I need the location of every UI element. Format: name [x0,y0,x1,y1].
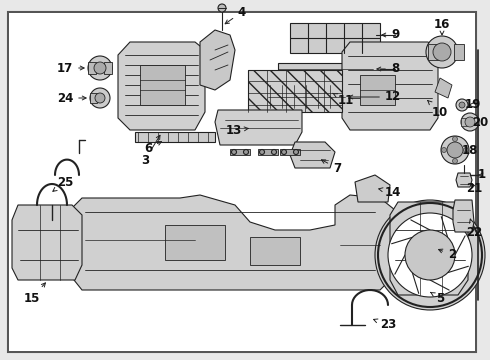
Text: 12: 12 [349,90,401,104]
Bar [135,132,215,142]
Polygon shape [355,175,390,202]
Bar [258,149,278,155]
Polygon shape [453,200,474,232]
Text: 21: 21 [466,181,482,194]
Circle shape [95,93,105,103]
Text: 24: 24 [57,91,86,104]
Text: 14: 14 [379,185,401,198]
Text: 2: 2 [439,248,456,261]
Circle shape [388,213,472,297]
Polygon shape [435,78,452,98]
Bar [428,44,438,60]
Polygon shape [268,85,345,108]
Bar [140,65,185,105]
Circle shape [441,148,446,153]
Text: 10: 10 [428,100,448,118]
Text: 7: 7 [321,160,341,175]
Text: 23: 23 [373,319,396,332]
Bar [461,118,467,126]
Text: 22: 22 [466,219,482,238]
Bar [90,93,97,103]
Text: 9: 9 [382,28,399,41]
Circle shape [459,102,465,108]
Text: 8: 8 [377,63,399,76]
Text: 17: 17 [57,62,84,75]
Circle shape [244,149,248,154]
Bar [290,23,380,53]
Text: 11: 11 [333,93,354,107]
Circle shape [452,136,458,141]
Bar [278,63,373,75]
Bar [360,75,395,105]
Polygon shape [215,110,302,145]
Bar [104,62,112,74]
Text: 13: 13 [226,123,248,136]
Circle shape [465,117,475,127]
Text: 4: 4 [225,5,246,24]
Circle shape [456,99,468,111]
Circle shape [464,148,468,153]
Text: 6: 6 [144,141,162,154]
Bar [280,149,300,155]
Circle shape [405,230,455,280]
Bar [454,44,464,60]
Bar [165,225,225,260]
Circle shape [260,149,265,154]
Text: 18: 18 [462,144,478,157]
Bar [88,62,96,74]
Polygon shape [118,42,205,130]
Polygon shape [200,30,235,90]
Circle shape [294,149,298,154]
Circle shape [426,36,458,68]
Circle shape [90,88,110,108]
Circle shape [447,142,463,158]
Polygon shape [248,70,342,112]
Polygon shape [290,142,335,168]
Circle shape [218,4,226,12]
Polygon shape [342,42,438,130]
Text: 20: 20 [472,116,488,129]
Circle shape [375,200,485,310]
Circle shape [271,149,276,154]
Circle shape [452,158,458,163]
Circle shape [461,113,479,131]
Circle shape [433,43,451,61]
Polygon shape [390,202,468,295]
Polygon shape [456,173,472,187]
Polygon shape [70,195,395,290]
Text: 16: 16 [434,18,450,35]
Circle shape [88,56,112,80]
Text: 15: 15 [24,283,46,305]
Text: 19: 19 [465,99,481,112]
Circle shape [281,149,287,154]
Circle shape [441,136,469,164]
Polygon shape [12,205,82,280]
Bar [250,237,300,265]
Text: 1: 1 [478,168,486,181]
Text: 3: 3 [141,135,160,166]
Bar [230,149,250,155]
Text: 25: 25 [53,175,73,191]
Text: 5: 5 [431,292,444,305]
Circle shape [231,149,237,154]
Circle shape [94,62,106,74]
